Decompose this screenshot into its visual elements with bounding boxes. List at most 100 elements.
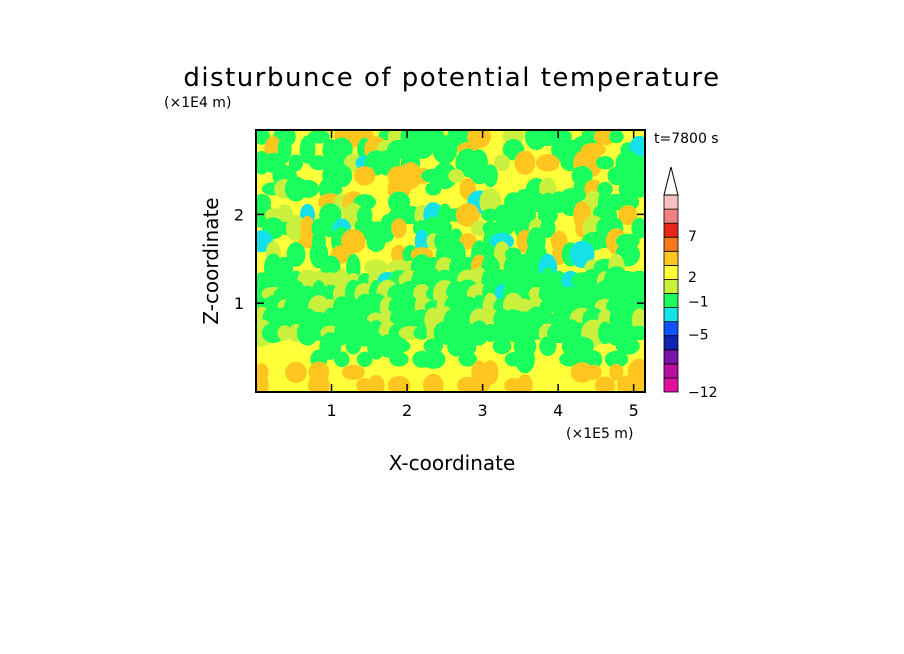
field-blob xyxy=(517,374,533,392)
colorbar-swatch xyxy=(663,377,679,393)
field-blob xyxy=(391,244,407,264)
x-axis-label: X-coordinate xyxy=(389,451,516,475)
field-blob xyxy=(345,337,361,355)
field-blob xyxy=(425,182,442,196)
field-blob xyxy=(341,364,365,380)
field-blob xyxy=(483,164,498,188)
colorbar-swatch xyxy=(663,194,679,210)
field-blob xyxy=(432,135,458,165)
field-blob xyxy=(333,296,351,318)
field-blob xyxy=(609,130,624,144)
chart-title: disturbunce of potential temperature xyxy=(183,63,720,93)
field-blob xyxy=(537,205,558,225)
y-axis-label: Z-coordinate xyxy=(199,197,223,324)
time-label: t=7800 s xyxy=(654,131,719,147)
field-blob xyxy=(607,166,626,186)
field-blob xyxy=(364,259,388,276)
field-blob xyxy=(604,350,629,368)
field-blob xyxy=(492,337,512,355)
field-blob xyxy=(410,140,433,159)
field-blob xyxy=(308,130,330,144)
colorbar-swatch xyxy=(663,321,679,337)
field-blob xyxy=(298,234,317,249)
field-blob xyxy=(448,169,465,183)
colorbar-label: −12 xyxy=(688,385,718,401)
field-blob xyxy=(387,376,411,392)
field-blob xyxy=(391,218,407,239)
field-blob xyxy=(515,345,535,374)
colorbar-extend-arrow xyxy=(663,166,679,196)
colorbar-label: −5 xyxy=(688,328,709,344)
field-blob xyxy=(483,324,498,342)
field-blob xyxy=(366,230,386,252)
colorbar-swatch xyxy=(663,335,679,351)
x-tick-label: 1 xyxy=(326,401,336,420)
field-blob xyxy=(367,332,386,360)
field-blob xyxy=(353,166,376,186)
field-blob xyxy=(514,150,536,175)
field-blob xyxy=(432,162,457,190)
field-blob xyxy=(616,193,639,212)
field-blob xyxy=(628,156,645,170)
field-blob xyxy=(470,220,488,237)
colorbar-swatch xyxy=(663,222,679,238)
field-blob xyxy=(458,352,478,367)
colorbar-swatch xyxy=(663,264,679,280)
colorbar-label: 2 xyxy=(688,270,697,286)
field-blob xyxy=(307,374,330,392)
field-blob xyxy=(277,325,292,341)
x-tick-label: 5 xyxy=(629,401,639,420)
field-blob xyxy=(300,215,315,241)
field-blob xyxy=(334,351,350,368)
field-blob xyxy=(594,376,616,392)
field-blob xyxy=(631,308,645,332)
colorbar-label: 7 xyxy=(688,229,697,245)
field-blob xyxy=(482,360,499,385)
field-blob xyxy=(421,349,446,369)
field-blob xyxy=(570,336,594,356)
field-blob xyxy=(264,267,283,294)
field-blob xyxy=(468,377,491,392)
field-blob xyxy=(288,154,304,172)
field-blob xyxy=(489,220,515,237)
colorbar-swatch xyxy=(663,293,679,309)
colorbar-swatch xyxy=(663,250,679,266)
plot-area xyxy=(256,130,645,392)
field-blob xyxy=(286,242,306,267)
colorbar-swatch xyxy=(663,349,679,365)
field-blob xyxy=(615,337,640,355)
field-blob xyxy=(618,205,638,226)
field-blob xyxy=(459,335,477,357)
x-tick-label: 3 xyxy=(478,401,488,420)
field-blob xyxy=(538,281,557,306)
field-blob xyxy=(540,218,556,238)
x-axis: 1 2 3 4 5 xyxy=(326,130,639,420)
field-blob xyxy=(256,373,269,392)
y-tick-label: 2 xyxy=(234,205,244,224)
colorbar-swatch xyxy=(663,208,679,224)
colorbar-swatch xyxy=(663,278,679,294)
field-blob xyxy=(414,229,429,254)
colorbar-label: −1 xyxy=(688,295,709,311)
x-tick-label: 2 xyxy=(402,401,412,420)
field-blob xyxy=(584,350,603,369)
field-blob xyxy=(494,154,510,172)
field-blob xyxy=(286,215,306,242)
field-blob xyxy=(627,168,645,183)
contour-field xyxy=(256,130,645,392)
plot-frame xyxy=(255,129,646,393)
field-blob xyxy=(535,154,560,172)
y-axis-unit: (×1E4 m) xyxy=(164,95,231,111)
colorbar: 7 2 −1 −5 −12 xyxy=(663,166,718,401)
field-blob xyxy=(387,339,411,353)
field-blob xyxy=(389,352,409,367)
field-blob xyxy=(631,217,645,239)
field-blob xyxy=(296,179,319,198)
colorbar-swatch xyxy=(663,236,679,252)
field-blob xyxy=(528,271,544,290)
x-tick-label: 4 xyxy=(553,401,563,420)
y-axis: 12 xyxy=(234,205,645,313)
field-blob xyxy=(585,364,602,380)
field-blob xyxy=(539,336,557,356)
